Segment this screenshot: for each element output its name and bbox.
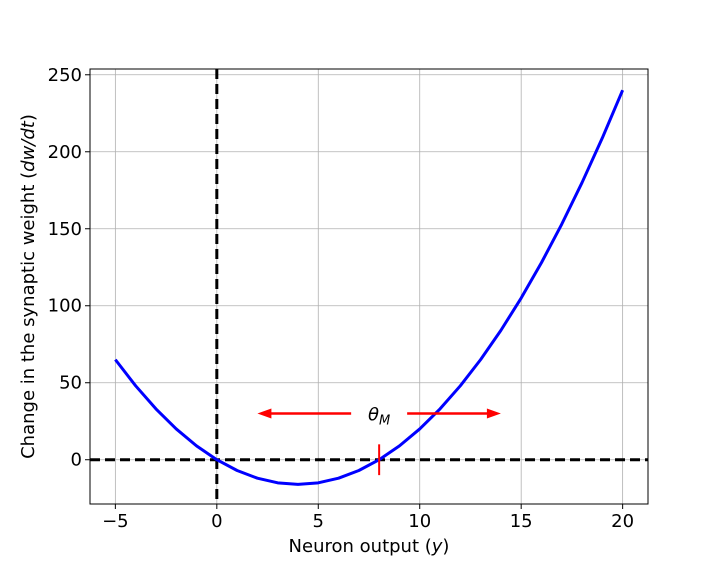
y-tick-label: 100 [48, 296, 82, 317]
series-line [114, 89, 625, 486]
y-tick-label: 200 [48, 142, 82, 163]
x-axis-ticks: −5 0 5 10 15 20 [102, 504, 634, 532]
y-tick-label: 0 [71, 450, 82, 471]
y-tick-label: 150 [48, 219, 82, 240]
x-tick-label: 10 [408, 511, 431, 532]
arrow-left-head [257, 408, 272, 419]
grid [90, 69, 648, 504]
y-axis-ticks: 0 50 100 150 200 250 [48, 65, 90, 471]
x-tick-label: 15 [510, 511, 533, 532]
x-tick-label: 5 [313, 511, 324, 532]
x-tick-label: 20 [611, 511, 634, 532]
x-tick-label: −5 [102, 511, 129, 532]
y-tick-label: 250 [48, 65, 82, 86]
y-tick-label: 50 [59, 373, 82, 394]
theta-m-label: θM [368, 405, 390, 429]
plot-frame [89, 68, 649, 505]
threshold-annotation: θM [257, 405, 501, 476]
reference-lines [90, 69, 648, 504]
arrow-right-head [486, 408, 501, 419]
series-layer [114, 89, 625, 486]
x-tick-label: 0 [211, 511, 222, 532]
x-axis-label: Neuron output (y) [289, 536, 450, 557]
y-axis-label: Change in the synaptic weight (dw/dt) [18, 114, 39, 459]
